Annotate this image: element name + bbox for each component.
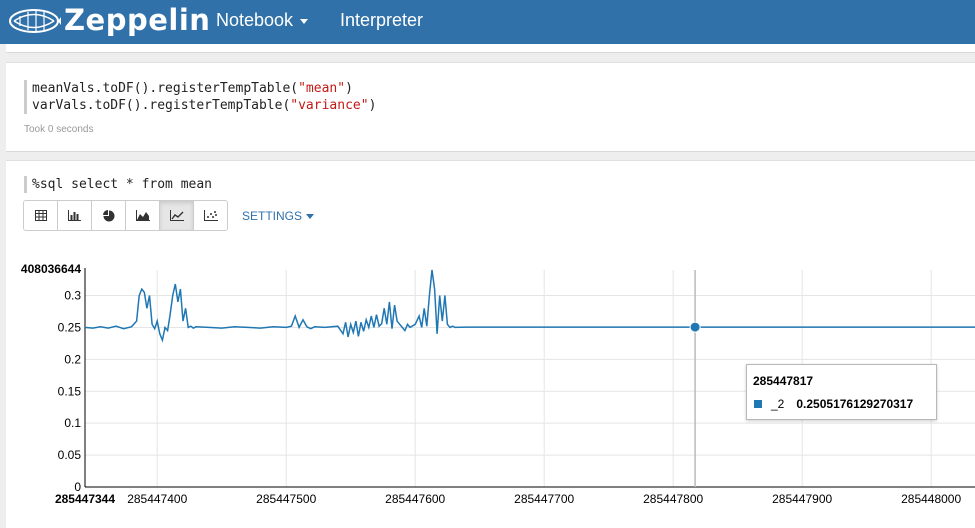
table-view-button[interactable] [24,201,58,230]
nav-notebook-label: Notebook [216,10,294,30]
x-tick-label: 285447500 [256,492,316,506]
settings-dropdown[interactable]: SETTINGS [242,209,315,223]
y-tick-label: 0.3 [64,289,81,303]
series-color-swatch [754,400,762,408]
code-editor[interactable]: %sql select * from mean [24,176,212,193]
y-max-label: 408036644 [21,262,81,276]
y-tick-label: 0.15 [58,384,82,398]
tooltip-series-row: _2 0.2505176129270317 [754,397,913,411]
settings-label: SETTINGS [242,209,303,223]
bar-chart-icon [68,210,81,221]
paragraph-sql-mean: %sql select * from mean SETTINGS [6,160,975,528]
code-text: ) [368,98,377,113]
x-tick-label: 285447400 [127,492,187,506]
pie-chart-icon [102,209,114,221]
area-chart-icon [135,210,150,221]
y-tick-label: 0.1 [64,416,81,430]
chart-type-toolbar [23,200,228,231]
line-chart-icon [169,210,184,221]
nav-interpreter-link[interactable]: Interpreter [340,10,424,30]
scatter-chart-button[interactable] [194,201,227,230]
x-tick-label: 285447700 [514,492,574,506]
tooltip-series-name: _2 [771,397,785,411]
x-tick-label: 285448000 [901,492,961,506]
code-line-1: meanVals.toDF().registerTempTable("mean"… [32,81,353,96]
paragraph-status: Took 0 seconds [24,124,94,135]
navbar: Zeppelin Notebook Interpreter [0,0,975,44]
y-tick-label: 0.05 [58,448,82,462]
area-chart-button[interactable] [126,201,160,230]
code-text: meanVals.toDF().registerTempTable( [32,81,299,96]
brand-title[interactable]: Zeppelin [64,3,211,37]
x-tick-label: 285447600 [385,492,445,506]
table-icon [34,210,47,221]
code-text: varVals.toDF().registerTempTable( [32,98,291,113]
code-text: ) [345,81,353,96]
paragraph-register-tables: meanVals.toDF().registerTempTable("mean"… [6,62,975,152]
x-tick-label: 285447800 [643,492,703,506]
chevron-down-icon [306,214,315,220]
bar-chart-button[interactable] [58,201,92,230]
code-string: "variance" [290,98,369,113]
paragraph-previous [6,44,975,53]
x-tick-label: 285447900 [772,492,832,506]
nav-notebook-menu[interactable]: Notebook [216,10,309,31]
tooltip-series-value: 0.2505176129270317 [796,397,914,411]
tooltip-x-value: 285447817 [753,374,814,388]
line-chart-button[interactable] [160,201,194,230]
hover-point [689,321,701,333]
scatter-chart-icon [203,210,218,221]
pie-chart-button[interactable] [92,201,126,230]
y-tick-label: 0.2 [64,352,81,366]
code-string: "mean" [298,81,346,96]
chart-tooltip: 285447817 _2 0.2505176129270317 [746,364,937,420]
x-min-label: 285447344 [55,492,115,506]
code-line-2: varVals.toDF().registerTempTable("varian… [32,98,376,113]
series-line [84,269,975,343]
code-editor[interactable]: meanVals.toDF().registerTempTable("mean"… [24,80,376,114]
chevron-down-icon [300,18,309,24]
y-tick-label: 0.25 [58,320,82,334]
y-tick-label: 0 [74,480,81,494]
zeppelin-logo-icon[interactable] [6,4,62,40]
